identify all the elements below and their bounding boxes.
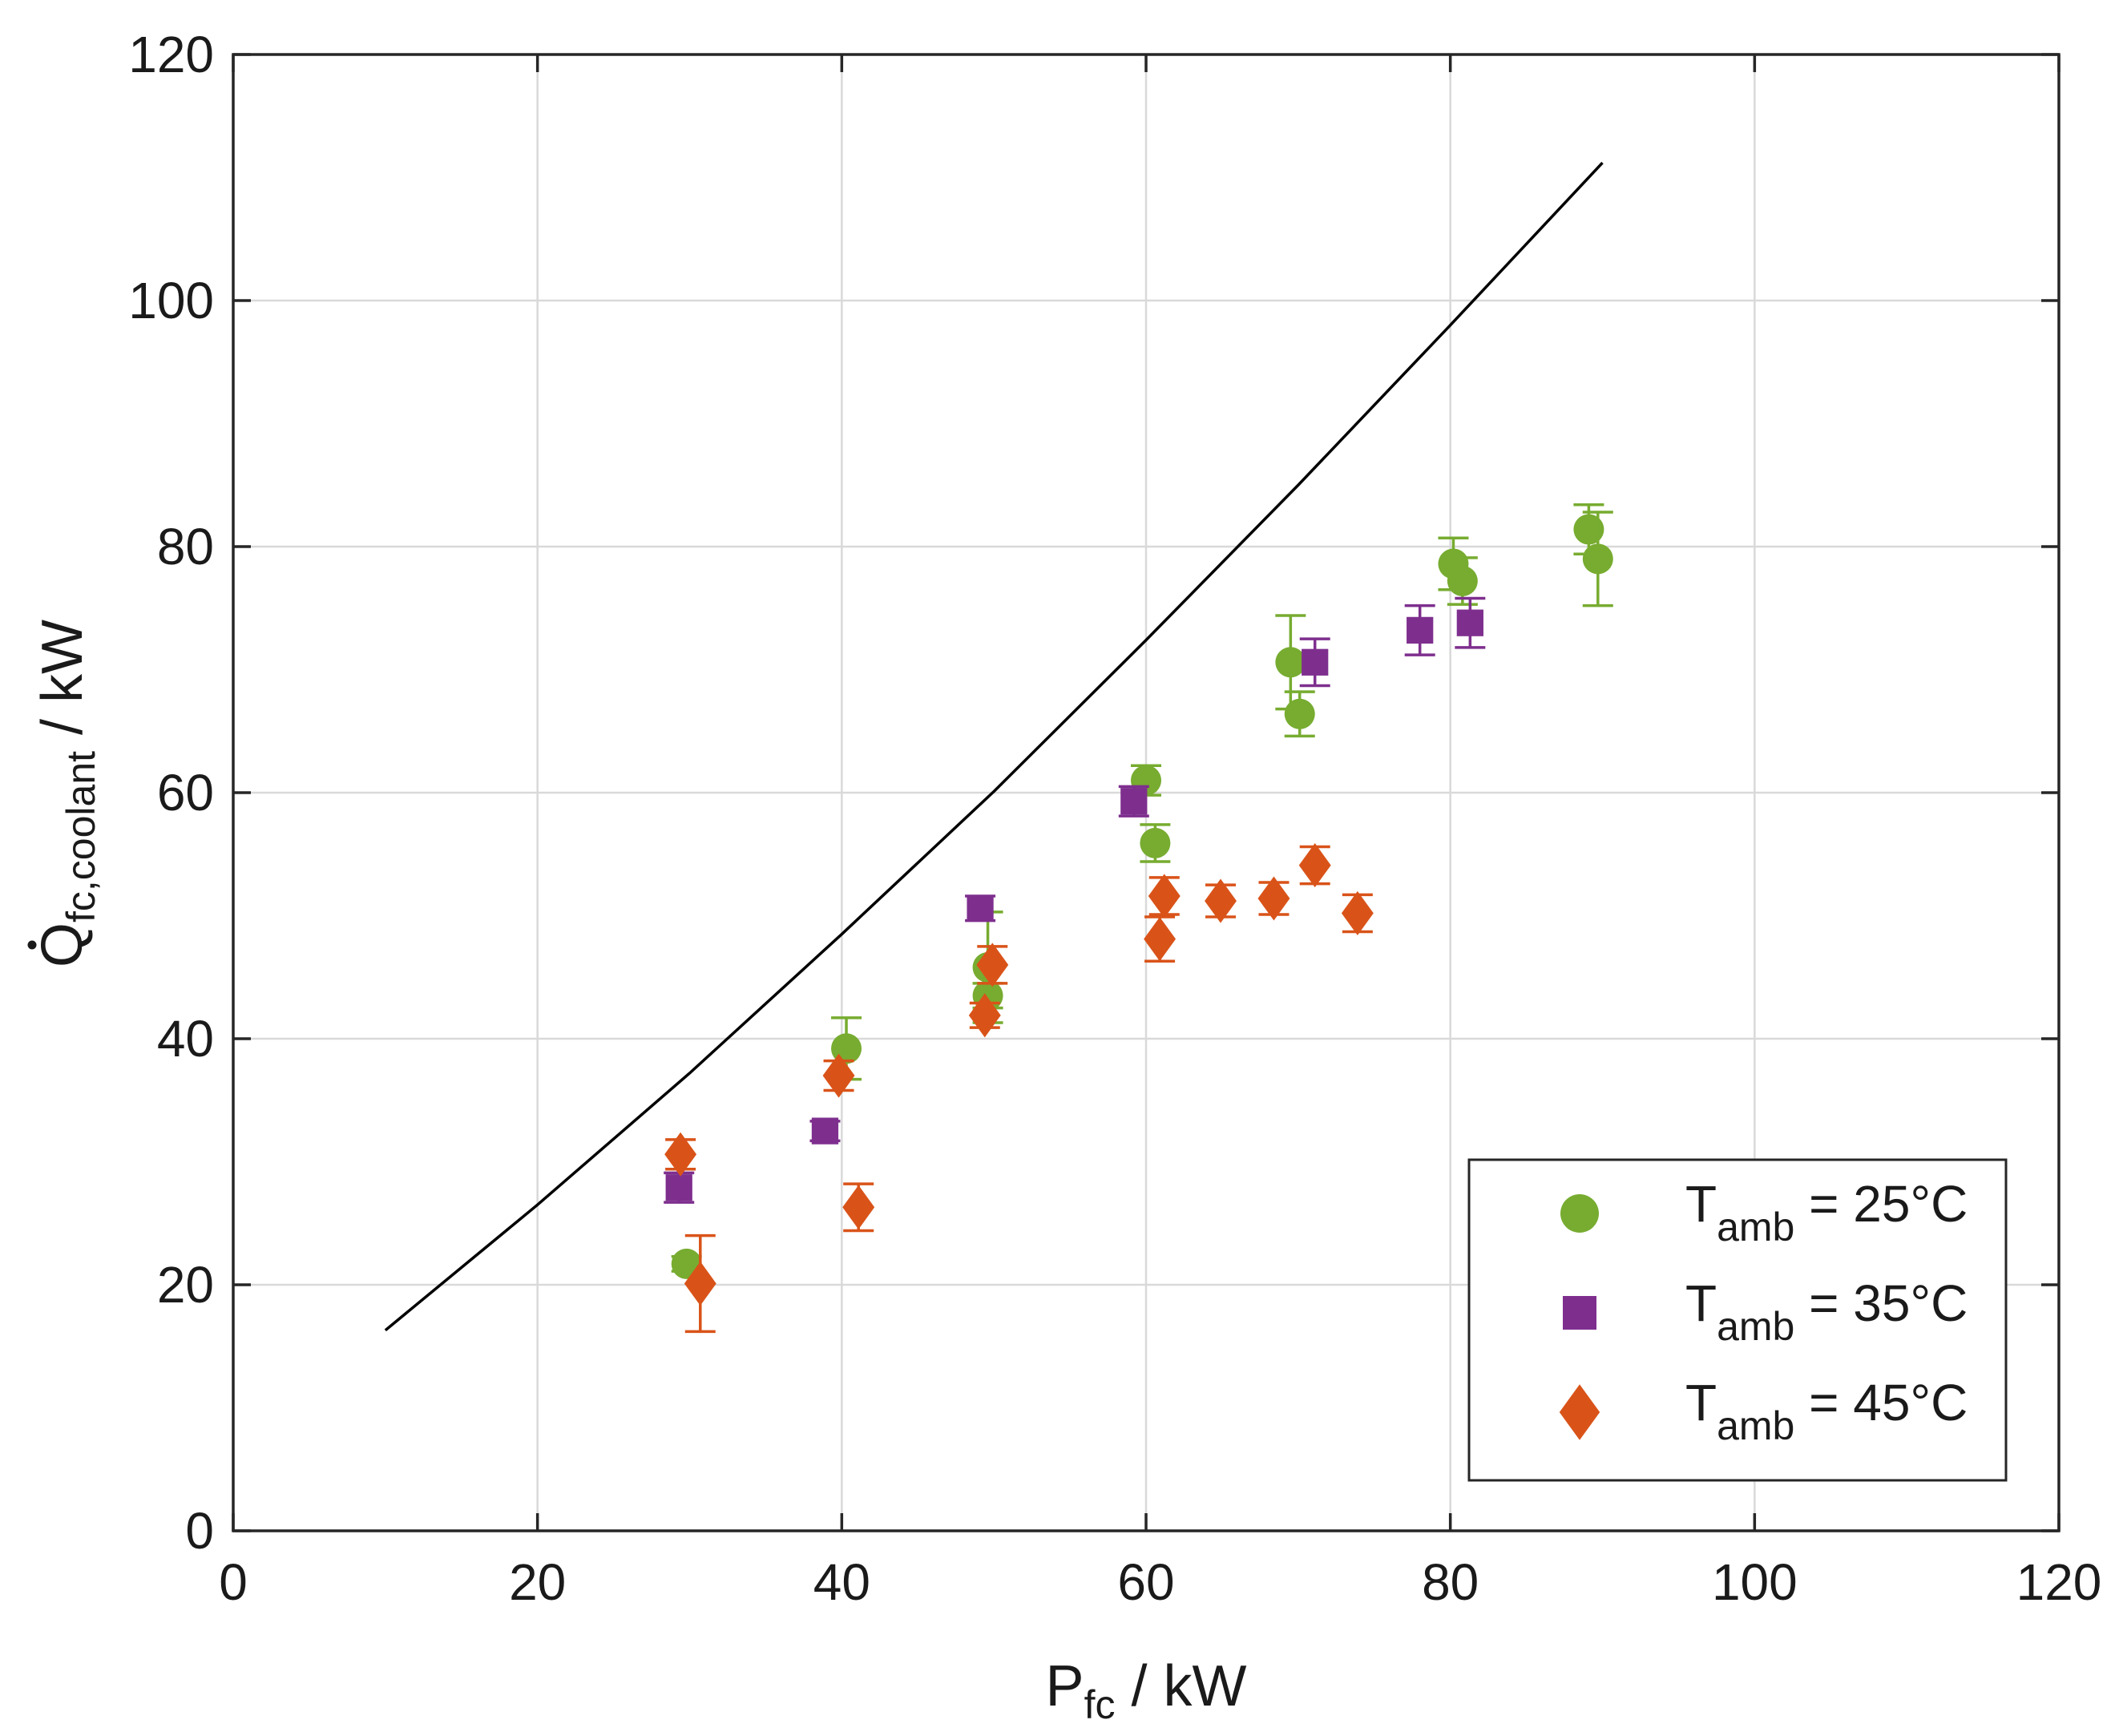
data-point-square (665, 1174, 692, 1201)
data-point-square (967, 894, 994, 922)
data-point-circle (1582, 543, 1613, 575)
y-axis-label-suffix: / kW (30, 620, 95, 751)
legend-label-sub: amb (1717, 1304, 1794, 1349)
legend-label-main: T (1685, 1175, 1717, 1233)
x-tick-label: 20 (509, 1553, 566, 1611)
x-axis-label-suffix: / kW (1115, 1654, 1246, 1718)
data-point-diamond (1298, 843, 1331, 888)
reference-line-group (384, 161, 1604, 1332)
data-series-group (664, 503, 1613, 1334)
legend-label-main: T (1685, 1374, 1717, 1431)
y-tick-label: 100 (128, 272, 214, 329)
y-tick-label: 20 (157, 1256, 214, 1314)
legend-label-suffix: = 45°C (1794, 1374, 1968, 1431)
y-tick-label: 120 (128, 26, 214, 83)
data-point-square (1120, 788, 1148, 815)
y-label-dot-accent (27, 940, 37, 950)
axis-ticks: 0 20 40 60 80 100 120 0 20 40 60 80 100 120 (128, 26, 2101, 1611)
data-point-diamond (968, 993, 1001, 1038)
legend-label: Tamb = 25°C (1685, 1175, 1968, 1250)
legend-label-suffix: = 25°C (1794, 1175, 1968, 1233)
data-point-square (811, 1117, 839, 1145)
series-square (664, 596, 1486, 1204)
x-axis-label-sub: fc (1084, 1682, 1116, 1727)
x-axis-label: Pfc / kW (1046, 1654, 1247, 1727)
y-tick-label: 60 (157, 764, 214, 822)
data-point-diamond (842, 1185, 875, 1229)
y-axis-label-sub: fc,coolant (59, 751, 103, 923)
data-point-diamond (1341, 890, 1374, 935)
x-tick-label: 120 (2016, 1553, 2102, 1611)
x-axis-label-main: P (1046, 1654, 1084, 1718)
data-point-square (1407, 616, 1434, 644)
legend-label-sub: amb (1717, 1403, 1794, 1448)
legend-label-sub: amb (1717, 1205, 1794, 1250)
x-tick-label: 80 (1422, 1553, 1479, 1611)
data-point-diamond (1205, 878, 1237, 923)
legend-marker-square (1563, 1296, 1596, 1330)
data-point-circle (1573, 514, 1604, 545)
legend-label: Tamb = 45°C (1685, 1374, 1968, 1448)
data-point-circle (1275, 647, 1306, 678)
legend-box (1467, 1158, 2008, 1482)
y-axis-label: Qfc,coolant / kW (30, 620, 103, 967)
data-point-diamond (1148, 874, 1181, 918)
y-axis-label-main: Q (30, 923, 95, 967)
legend-marker-diamond (1559, 1384, 1600, 1440)
x-tick-label: 40 (813, 1553, 870, 1611)
data-point-diamond (684, 1261, 716, 1306)
data-point-square (1302, 648, 1329, 676)
x-tick-label: 100 (1712, 1553, 1798, 1611)
reference-line (384, 161, 1604, 1332)
axis-labels: Pfc / kW Qfc,coolant / kW (27, 620, 1247, 1727)
x-tick-label: 60 (1117, 1553, 1174, 1611)
data-point-diamond (822, 1053, 855, 1098)
data-point-circle (1284, 698, 1315, 729)
legend-label-main: T (1685, 1274, 1717, 1332)
data-point-diamond (976, 943, 1009, 987)
legend-label: Tamb = 35°C (1685, 1274, 1968, 1349)
data-point-square (1456, 609, 1483, 636)
legend-marker-circle (1560, 1194, 1599, 1233)
data-point-circle (1447, 565, 1478, 596)
legend-label-suffix: = 35°C (1794, 1274, 1968, 1332)
data-point-diamond (664, 1132, 697, 1177)
x-tick-label: 0 (219, 1553, 248, 1611)
data-point-circle (1140, 827, 1171, 858)
series-diamond (664, 843, 1374, 1334)
data-point-diamond (1257, 876, 1290, 921)
y-tick-label: 0 (185, 1502, 214, 1560)
y-tick-label: 80 (157, 518, 214, 575)
y-tick-label: 40 (157, 1010, 214, 1068)
data-point-diamond (1144, 917, 1177, 962)
